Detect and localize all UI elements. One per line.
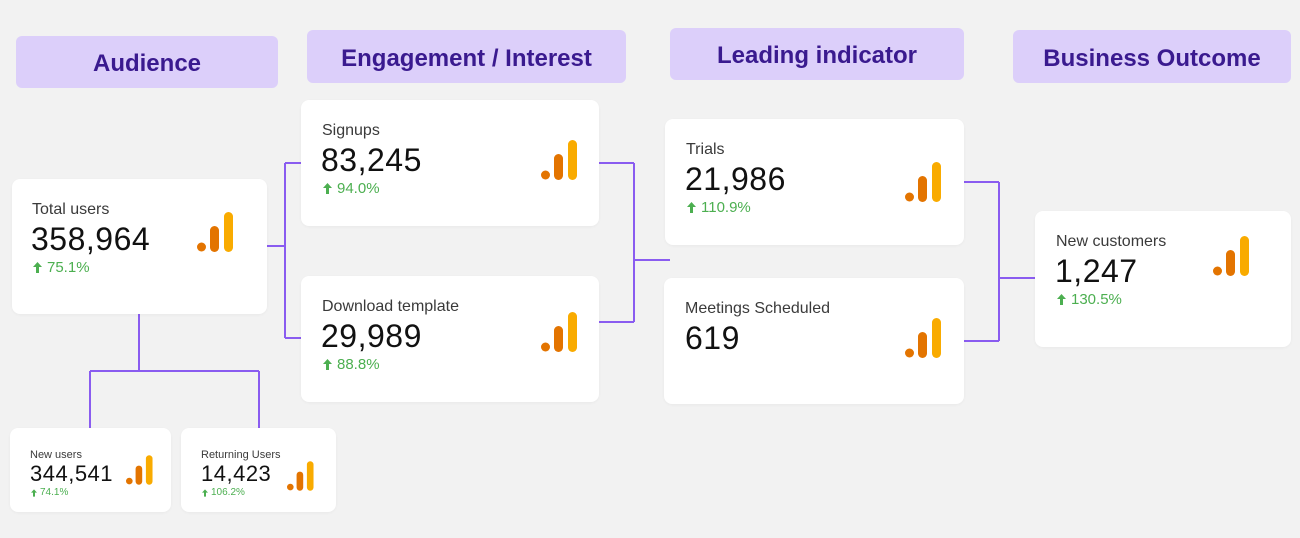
download-template-value: 29,989 — [321, 318, 422, 354]
card-total-users: Total users 358,964 75.1% — [12, 179, 267, 314]
card-meetings-scheduled: Meetings Scheduled 619 — [664, 278, 964, 404]
trials-value: 21,986 — [685, 161, 786, 197]
connector-engagement-to-leading — [599, 162, 670, 323]
new-customers-delta-text: 130.5% — [1071, 291, 1122, 308]
header-audience: Audience — [16, 36, 278, 88]
new-customers-label: New customers — [1056, 233, 1167, 250]
arrow-up-icon — [1057, 294, 1066, 305]
new-users-delta-text: 74.1% — [40, 487, 69, 498]
download-template-label: Download template — [322, 298, 459, 315]
total-users-delta-text: 75.1% — [47, 259, 90, 276]
signups-label: Signups — [322, 122, 380, 139]
header-business-label: Business Outcome — [1043, 44, 1261, 72]
returning-users-label: Returning Users — [201, 449, 281, 461]
arrow-up-icon — [687, 202, 696, 213]
signups-delta-text: 94.0% — [337, 180, 380, 197]
meetings-scheduled-value: 619 — [685, 320, 740, 356]
new-users-value: 344,541 — [30, 461, 114, 486]
returning-users-delta: 106.2% — [202, 487, 245, 498]
trials-delta-text: 110.9% — [701, 199, 751, 216]
header-engagement-label: Engagement / Interest — [341, 44, 592, 72]
card-new-users: New users 344,541 74.1% — [10, 428, 171, 512]
analytics-bars-icon — [287, 461, 314, 491]
download-template-delta: 88.8% — [323, 356, 380, 373]
returning-users-delta-text: 106.2% — [211, 487, 245, 498]
trials-delta: 110.9% — [687, 199, 751, 216]
new-customers-delta: 130.5% — [1057, 291, 1122, 308]
signups-delta: 94.0% — [323, 180, 380, 197]
signups-value: 83,245 — [321, 142, 422, 178]
new-customers-value: 1,247 — [1055, 253, 1138, 289]
header-engagement: Engagement / Interest — [307, 30, 626, 83]
card-signups: Signups 83,245 94.0% — [301, 100, 599, 226]
header-audience-label: Audience — [92, 50, 202, 77]
analytics-bars-icon — [541, 140, 577, 180]
meetings-scheduled-label: Meetings Scheduled — [685, 300, 830, 317]
analytics-bars-icon — [1213, 236, 1249, 276]
total-users-delta: 75.1% — [33, 259, 90, 276]
total-users-label: Total users — [32, 201, 110, 218]
header-leading-label: Leading indicator — [716, 42, 917, 69]
connector-total-to-engagement — [267, 162, 301, 339]
new-users-label: New users — [30, 449, 82, 461]
card-download-template: Download template 29,989 88.8% — [301, 276, 599, 402]
connector-total-to-breakdown — [89, 314, 260, 428]
header-business-outcome: Business Outcome — [1013, 30, 1291, 83]
analytics-bars-icon — [126, 455, 153, 485]
card-returning-users: Returning Users 14,423 106.2% — [181, 428, 336, 512]
analytics-bars-icon — [905, 318, 941, 358]
arrow-up-icon — [33, 262, 42, 273]
card-new-customers: New customers 1,247 130.5% — [1035, 211, 1291, 347]
connector-leading-to-outcome — [964, 181, 1035, 342]
arrow-up-icon — [323, 359, 332, 370]
analytics-bars-icon — [197, 212, 233, 252]
returning-users-value: 14,423 — [201, 461, 272, 486]
analytics-bars-icon — [905, 162, 941, 202]
download-template-delta-text: 88.8% — [337, 356, 380, 373]
arrow-up-icon — [31, 488, 37, 497]
arrow-up-icon — [323, 183, 332, 194]
arrow-up-icon — [202, 488, 208, 497]
header-leading-indicator: Leading indicator — [670, 28, 964, 80]
analytics-bars-icon — [541, 312, 577, 352]
trials-label: Trials — [686, 141, 725, 158]
total-users-value: 358,964 — [31, 221, 151, 257]
card-trials: Trials 21,986 110.9% — [665, 119, 964, 245]
new-users-delta: 74.1% — [31, 487, 68, 498]
